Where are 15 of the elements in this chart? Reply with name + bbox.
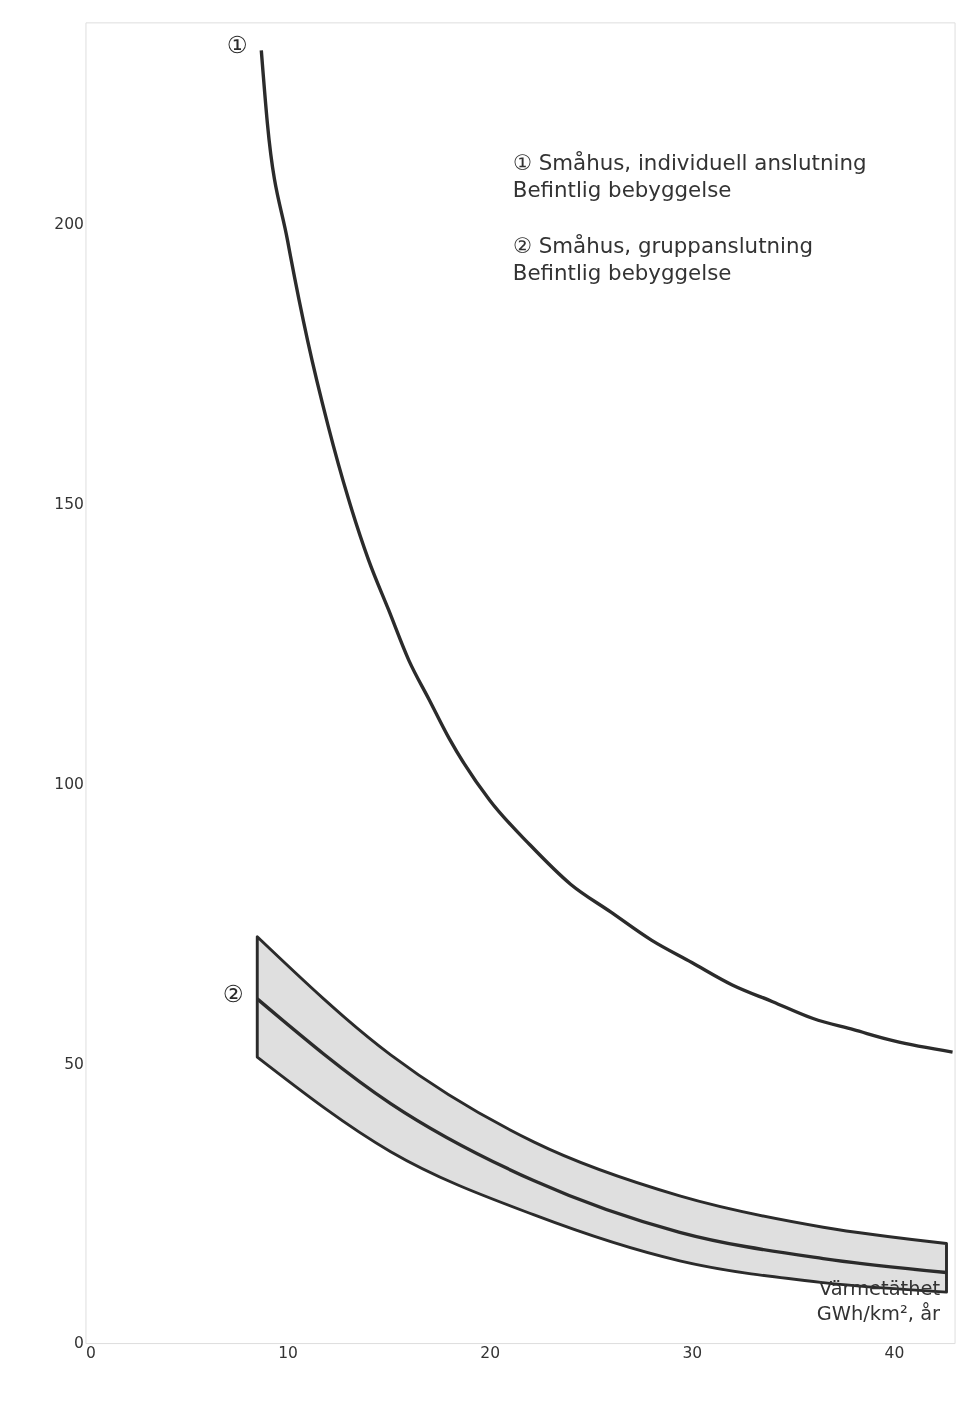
series-label: ① — [226, 31, 248, 59]
x-tick-label: 40 — [884, 1344, 905, 1363]
y-tick-label: 200 — [54, 215, 84, 234]
x-tick-label: 10 — [278, 1344, 298, 1363]
annotation: ① Småhus, individuell anslutning Befintlig bebyggelse — [512, 150, 867, 203]
y-tick-label: 100 — [54, 774, 84, 793]
line-series — [259, 48, 955, 1054]
line-series — [255, 997, 949, 1275]
x-tick-label: 20 — [480, 1344, 501, 1363]
series-label: ② — [222, 979, 244, 1007]
y-tick-label: 50 — [64, 1054, 84, 1073]
x-tick-label: 30 — [682, 1344, 703, 1363]
y-tick-label: 150 — [54, 495, 84, 513]
x-tick-label: 0 — [85, 1344, 96, 1363]
annotation: ② Småhus, gruppanslutning Befintlig bebyggelse — [512, 232, 814, 285]
